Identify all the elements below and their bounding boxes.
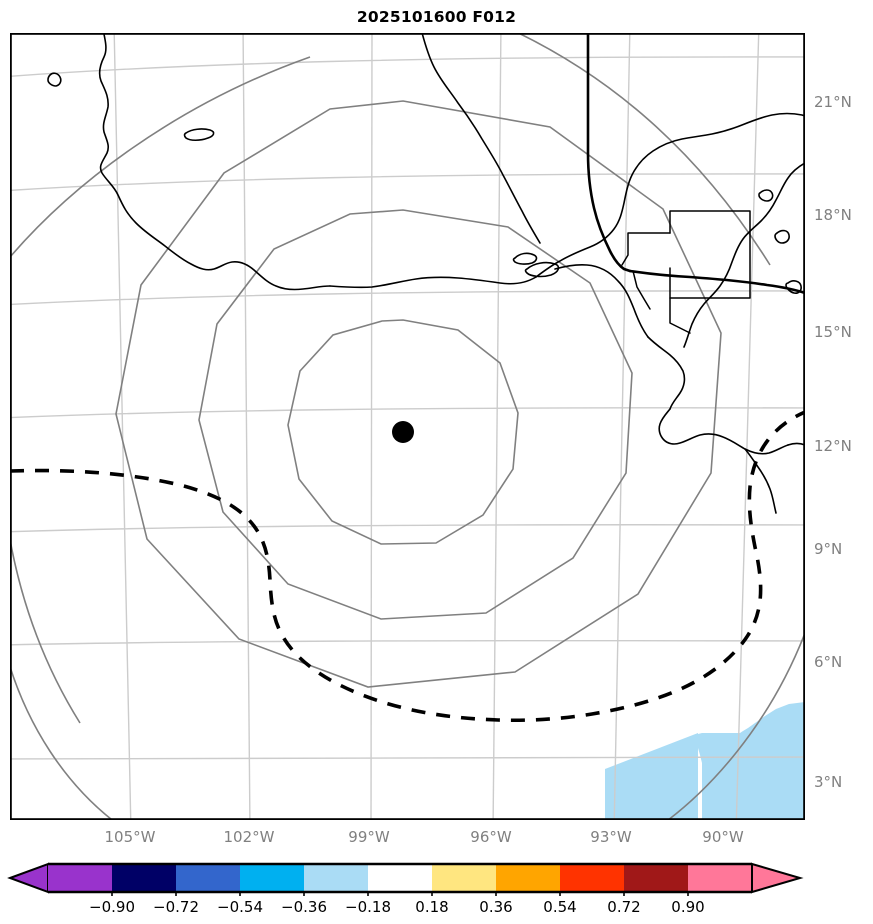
colorbar-extend-high [751,862,804,894]
map-plot-area[interactable] [10,33,805,820]
map-axes[interactable]: 21°N 18°N 15°N 12°N 9°N 6°N 3°N 105°W 10… [10,33,852,846]
colorbar-label-9: 0.90 [671,898,705,916]
colorbar-seg-10 [688,864,752,892]
lon-tick-99W: 99°W [348,828,390,846]
filled-contour-region [605,702,805,820]
colorbar-seg-8 [560,864,624,892]
colorbar-seg-6 [432,864,496,892]
lat-tick-9N: 9°N [814,540,843,558]
colorbar-label-5: 0.18 [415,898,449,916]
lat-tick-3N: 3°N [814,773,843,791]
lat-tick-18N: 18°N [814,206,852,224]
lat-tick-15N: 15°N [814,323,852,341]
lon-tick-90W: 90°W [702,828,744,846]
colorbar-label-0: −0.90 [89,898,135,916]
lat-tick-6N: 6°N [814,653,843,671]
colorbar-seg-9 [624,864,688,892]
colorbar-label-3: −0.36 [281,898,327,916]
colorbar-outline [48,862,752,894]
colorbar-seg-0 [48,864,112,892]
colorbar-seg-4 [304,864,368,892]
colorbar-label-8: 0.72 [607,898,641,916]
colorbar-extend-low [7,862,49,894]
colorbar-ticks [111,892,689,896]
dashed-contour [10,410,805,723]
lon-tick-102W: 102°W [223,828,275,846]
political-borders [586,33,805,295]
admin-borders [621,210,751,334]
colorbar-seg-3 [240,864,304,892]
colorbar-label-7: 0.54 [543,898,577,916]
colorbar[interactable]: −0.90 −0.72 −0.54 −0.36 −0.18 0.18 0.36 … [0,860,873,920]
lon-tick-93W: 93°W [590,828,632,846]
colorbar-label-6: 0.36 [479,898,513,916]
axes-frame [10,33,805,820]
colorbar-seg-1 [112,864,176,892]
lat-tick-12N: 12°N [814,437,852,455]
colorbar-seg-5 [368,864,432,892]
range-rings [10,33,805,820]
colorbar-label-2: −0.54 [217,898,263,916]
storm-center-dot[interactable] [392,421,414,443]
lon-tick-105W: 105°W [104,828,156,846]
colorbar-seg-7 [496,864,560,892]
lat-tick-21N: 21°N [814,93,852,111]
lon-tick-96W: 96°W [470,828,512,846]
colorbar-label-4: −0.18 [345,898,391,916]
figure-title: 2025101600 F012 [356,8,517,26]
colorbar-swatches[interactable] [0,860,873,896]
colorbar-seg-2 [176,864,240,892]
colorbar-label-1: −0.72 [153,898,199,916]
coastlines [47,33,805,514]
